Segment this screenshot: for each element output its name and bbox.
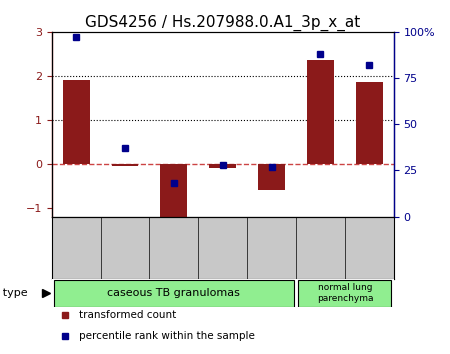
Bar — [258, 164, 285, 190]
Bar — [298, 280, 392, 307]
Bar — [307, 61, 334, 164]
Title: GDS4256 / Hs.207988.0.A1_3p_x_at: GDS4256 / Hs.207988.0.A1_3p_x_at — [85, 14, 360, 30]
Text: caseous TB granulomas: caseous TB granulomas — [108, 288, 240, 298]
Text: normal lung
parenchyma: normal lung parenchyma — [317, 283, 373, 303]
Text: transformed count: transformed count — [79, 310, 176, 320]
Text: percentile rank within the sample: percentile rank within the sample — [79, 331, 255, 341]
Bar — [63, 80, 90, 164]
Bar — [209, 164, 236, 168]
Text: cell type: cell type — [0, 288, 27, 298]
Bar — [54, 280, 293, 307]
Bar — [112, 164, 139, 166]
Bar — [161, 164, 187, 217]
Bar — [356, 82, 383, 164]
